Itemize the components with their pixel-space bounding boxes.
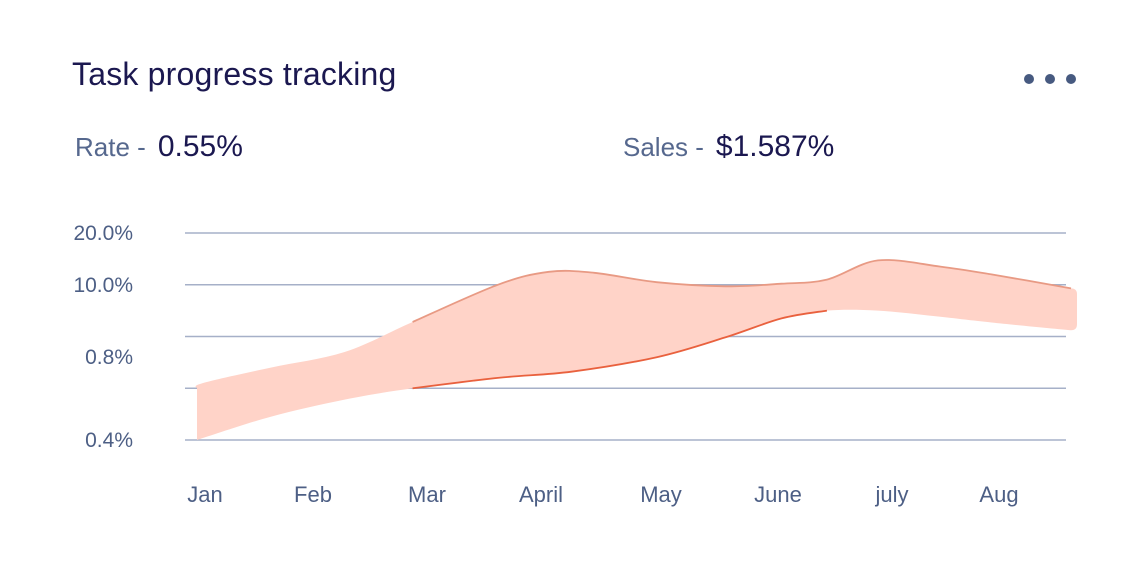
x-tick-label: Feb [294,482,332,507]
x-tick-label: Aug [979,482,1018,507]
y-tick-label: 0.4% [85,429,133,452]
upper-series-line [412,259,1072,323]
x-tick-label: Jan [187,482,222,507]
rate-value: 0.55% [157,130,243,163]
sales-label: Sales - [623,132,704,162]
more-horizontal-icon [1066,74,1076,84]
y-tick-label: 0.8% [85,346,133,369]
y-tick-label: 20.0% [73,222,133,245]
lower-series-line [412,309,828,390]
x-axis-ticks: Jan Feb Mar April May June july Aug [187,482,1018,507]
sales-value: $1.587% [715,130,835,163]
card-title: Task progress tracking [72,56,397,92]
x-tick-label: June [754,482,802,507]
rate-stat: Rate - 0.55% [75,130,243,164]
more-horizontal-icon [1024,74,1034,84]
y-axis-ticks: 20.0% 10.0% 0.8% 0.4% [73,222,133,452]
y-tick-label: 10.0% [73,274,133,297]
x-tick-label: july [874,482,908,507]
more-horizontal-icon [1045,74,1055,84]
rate-label: Rate - [75,132,146,162]
x-tick-label: Mar [408,482,446,507]
area-band [195,259,1077,440]
sales-stat: Sales - $1.587% [623,130,834,164]
x-tick-label: April [519,482,563,507]
x-tick-label: May [640,482,682,507]
more-options-button[interactable] [1024,68,1076,90]
area-band-layer [195,259,1077,440]
